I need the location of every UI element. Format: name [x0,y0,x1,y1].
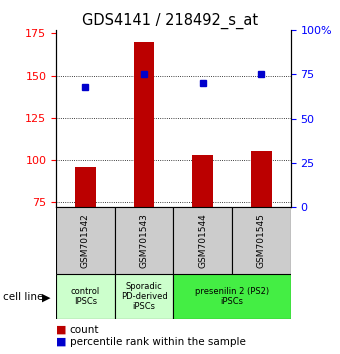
Text: GSM701543: GSM701543 [140,213,149,268]
Bar [134,42,154,207]
Bar [173,274,291,319]
Text: cell line: cell line [3,292,44,302]
Bar [115,207,173,274]
Text: percentile rank within the sample: percentile rank within the sample [70,337,245,347]
Text: GDS4141 / 218492_s_at: GDS4141 / 218492_s_at [82,12,258,29]
Text: Sporadic
PD-derived
iPSCs: Sporadic PD-derived iPSCs [121,281,167,312]
Text: count: count [70,325,99,335]
Text: ■: ■ [56,337,67,347]
Text: presenilin 2 (PS2)
iPSCs: presenilin 2 (PS2) iPSCs [195,287,269,306]
Bar [192,155,213,207]
Text: ■: ■ [56,325,67,335]
Text: ▶: ▶ [42,292,50,302]
Bar [56,207,115,274]
Text: control
IPSCs: control IPSCs [71,287,100,306]
Bar [75,167,96,207]
Bar [115,274,173,319]
Text: GSM701544: GSM701544 [198,213,207,268]
Text: GSM701542: GSM701542 [81,213,90,268]
Bar [251,152,272,207]
Text: GSM701545: GSM701545 [257,213,266,268]
Bar [232,207,291,274]
Bar [173,207,232,274]
Bar [56,274,115,319]
